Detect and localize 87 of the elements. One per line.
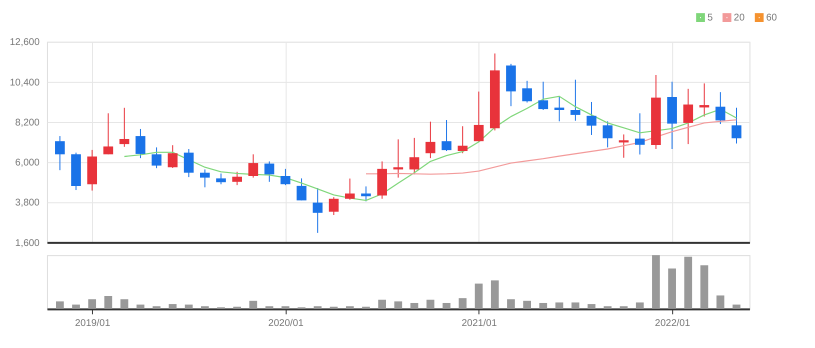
- candlestick: [522, 80, 532, 104]
- bar: [152, 306, 160, 309]
- bar: [732, 304, 740, 309]
- candlestick: [426, 121, 436, 159]
- candlestick: [103, 112, 114, 155]
- bar: [571, 302, 580, 309]
- bar: [56, 301, 64, 309]
- candlestick: [136, 128, 146, 159]
- y-tick-label: 1,600: [15, 238, 40, 249]
- bar: [458, 298, 467, 309]
- y-tick-label: 10,400: [10, 77, 40, 88]
- x-tick-label: 2021/01: [462, 318, 497, 330]
- candlestick: [554, 95, 564, 122]
- bar: [716, 295, 724, 309]
- bar: [620, 306, 628, 309]
- candlestick: [570, 79, 580, 122]
- bar: [588, 304, 596, 309]
- candlestick: [344, 178, 355, 200]
- x-tick-label: 2020/01: [268, 318, 304, 330]
- bar: [604, 306, 612, 309]
- candlestick: [634, 112, 645, 155]
- legend-label: 20: [734, 12, 746, 24]
- bar: [507, 299, 515, 309]
- candlestick: [538, 81, 548, 110]
- candlestick: [732, 107, 742, 144]
- bar: [136, 304, 144, 309]
- x-tick-label: 2019/01: [74, 318, 110, 330]
- bar: [539, 302, 548, 309]
- bar: [394, 301, 402, 309]
- candlestick: [361, 186, 371, 202]
- bar: [410, 302, 418, 309]
- candlestick: [699, 82, 710, 118]
- candlestick: [586, 101, 596, 136]
- candlestick: [393, 138, 404, 178]
- candlestick: [474, 91, 484, 142]
- bar: [636, 302, 644, 309]
- y-tick-label: 3,800: [15, 198, 40, 209]
- candlestick: [200, 168, 210, 188]
- bar: [346, 306, 354, 309]
- x-tick-label: 2022/01: [654, 318, 690, 330]
- candlestick: [442, 120, 452, 152]
- y-tick-label: 8,200: [15, 117, 40, 128]
- bar: [555, 302, 564, 309]
- candlestick: [152, 146, 162, 169]
- candlestick: [248, 154, 258, 178]
- bar: [700, 265, 708, 309]
- bar: [474, 284, 483, 309]
- bar: [282, 306, 290, 309]
- candlestick: [602, 120, 613, 148]
- candlestick: [119, 107, 130, 148]
- bar: [265, 306, 274, 309]
- bar: [684, 256, 692, 309]
- y-tick-label: 12,600: [10, 37, 40, 48]
- candlestick: [280, 168, 290, 186]
- legend-label: 60: [766, 12, 778, 24]
- candlestick: [168, 144, 178, 168]
- candlestick: [264, 160, 274, 182]
- bar: [168, 304, 177, 309]
- candlestick: [55, 136, 65, 171]
- candlestick: [312, 188, 323, 234]
- candlestick: [184, 148, 194, 178]
- candlestick: [328, 196, 339, 216]
- bar: [104, 296, 112, 309]
- bar: [668, 268, 676, 309]
- bar: [88, 299, 96, 309]
- bar: [490, 280, 499, 309]
- candlestick: [716, 92, 726, 125]
- bar: [120, 299, 128, 309]
- bar: [652, 255, 660, 309]
- legend-label: 5: [707, 12, 714, 24]
- bar: [184, 304, 193, 309]
- bar: [426, 300, 434, 309]
- candlestick: [232, 171, 242, 186]
- candlestick: [683, 88, 694, 145]
- bar: [72, 304, 80, 309]
- bar: [249, 300, 258, 309]
- line-series: [124, 96, 738, 202]
- y-tick-label: 6,000: [15, 158, 40, 169]
- candlestick: [296, 178, 306, 201]
- bar: [200, 306, 209, 309]
- bar: [523, 300, 531, 309]
- candlestick: [458, 126, 468, 154]
- candlestick: [216, 172, 226, 185]
- bar: [378, 300, 386, 309]
- bar: [442, 302, 450, 309]
- candlestick: [409, 137, 420, 175]
- bar: [314, 306, 322, 309]
